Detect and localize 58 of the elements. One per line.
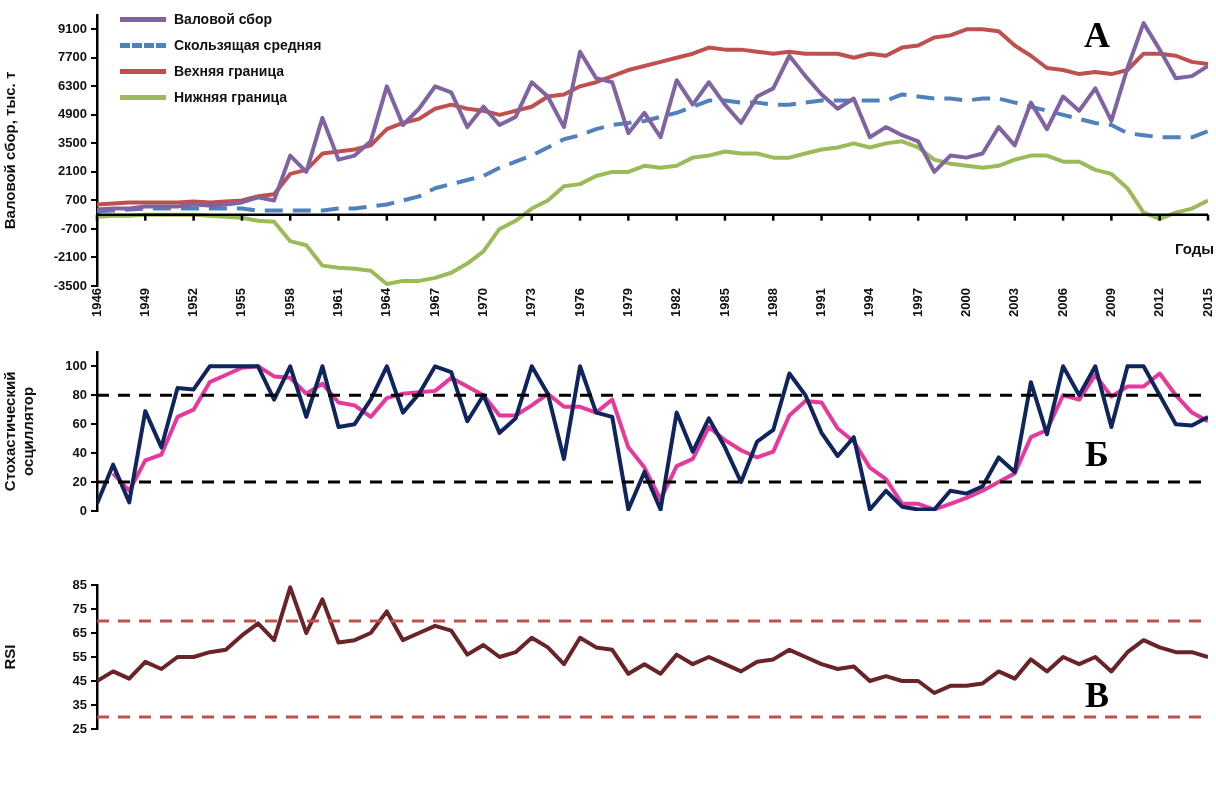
legend-label: Вехняя граница xyxy=(174,63,284,79)
x-tick-label: 1985 xyxy=(716,288,732,317)
x-tick-label: 1982 xyxy=(668,288,684,317)
y-axis-title: Валовой сбор, тыс. т xyxy=(1,71,19,230)
annotation: Б xyxy=(1084,434,1109,475)
y-tick-label: 25 xyxy=(72,720,87,736)
y-tick-label: 20 xyxy=(72,473,87,489)
y-tick-label: 40 xyxy=(72,444,87,460)
x-tick-label: 1973 xyxy=(523,288,539,317)
x-tick-label: 2012 xyxy=(1151,288,1167,317)
x-tick-label: 1946 xyxy=(88,288,104,317)
x-tick-label: 1988 xyxy=(764,288,780,317)
y-tick-label: -700 xyxy=(60,220,87,236)
x-tick-label: 1967 xyxy=(426,288,442,317)
x-tick-label: 1976 xyxy=(571,288,587,317)
x-tick-label: 1997 xyxy=(909,288,925,317)
x-tick-label: 2000 xyxy=(958,288,974,317)
annotation: В xyxy=(1084,674,1109,715)
y-tick-label: -2100 xyxy=(53,249,87,265)
x-tick-label: 1958 xyxy=(281,288,297,317)
y-tick-label: 7700 xyxy=(58,49,87,65)
y-tick-label: 6300 xyxy=(58,77,87,93)
y-tick-label: 4900 xyxy=(58,106,87,122)
x-tick-label: 1991 xyxy=(813,288,829,317)
x-axis-title: Годы xyxy=(1174,239,1214,257)
x-tick-label: 1955 xyxy=(233,288,249,317)
x-tick-label: 1949 xyxy=(136,288,152,317)
x-tick-label: 1964 xyxy=(378,287,394,317)
y-tick-label: 9100 xyxy=(58,20,87,36)
y-tick-label: 35 xyxy=(72,696,87,712)
y-tick-label: 0 xyxy=(79,502,87,518)
y-tick-label: 2100 xyxy=(58,163,87,179)
x-tick-label: 2006 xyxy=(1054,288,1070,317)
x-tick-label: 2015 xyxy=(1199,288,1215,317)
y-tick-label: 55 xyxy=(72,648,87,664)
y-tick-label: 45 xyxy=(72,672,87,688)
y-tick-label: 60 xyxy=(72,415,87,431)
x-tick-label: 1994 xyxy=(861,287,877,317)
x-tick-label: 2003 xyxy=(1006,288,1022,317)
y-tick-label: 3500 xyxy=(58,134,87,150)
x-tick-label: 1961 xyxy=(330,288,346,317)
x-tick-label: 1979 xyxy=(619,288,635,317)
y-axis-title: RSI xyxy=(1,644,19,670)
legend-label: Скользящая средняя xyxy=(174,37,322,53)
y-axis-title: Стохастический осциллятор xyxy=(1,371,37,492)
y-tick-label: 100 xyxy=(65,357,87,373)
x-tick-label: 1970 xyxy=(475,288,491,317)
annotation: А xyxy=(1083,15,1110,56)
y-tick-label: 80 xyxy=(72,386,87,402)
x-tick-label: 2009 xyxy=(1102,288,1118,317)
legend-label: Нижняя граница xyxy=(174,89,288,105)
y-tick-label: 85 xyxy=(72,576,87,592)
y-tick-label: 75 xyxy=(72,600,87,616)
y-tick-label: 65 xyxy=(72,624,87,640)
x-tick-label: 1952 xyxy=(185,288,201,317)
y-tick-label: 700 xyxy=(65,192,87,207)
legend-label: Валовой сбор xyxy=(174,11,272,27)
y-tick-label: -3500 xyxy=(53,277,87,293)
